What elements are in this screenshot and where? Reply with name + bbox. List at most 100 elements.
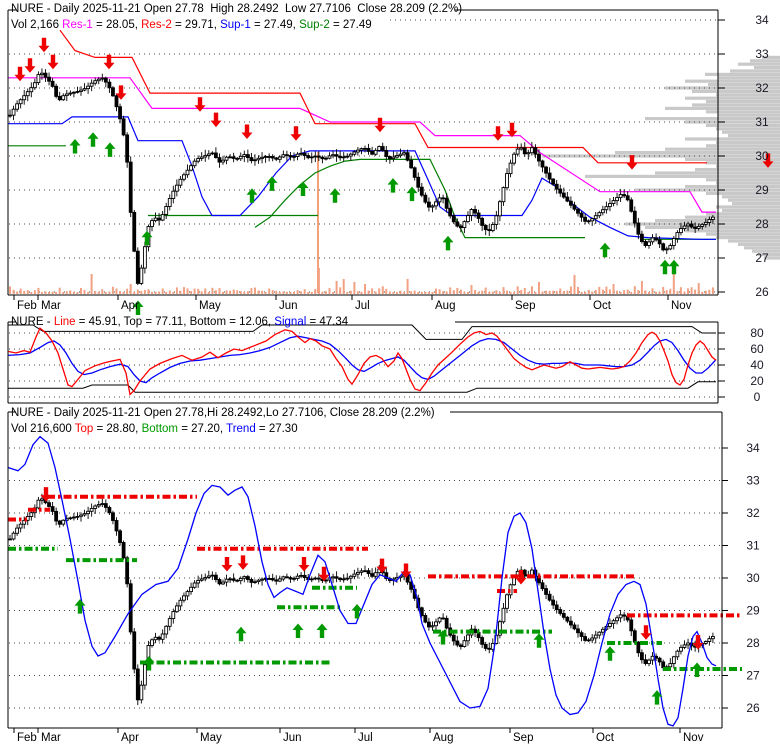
- sell-arrow-icon: [237, 555, 249, 570]
- candle-body: [618, 194, 623, 199]
- candle-body: [316, 577, 321, 580]
- text-segment: Res-1: [62, 19, 93, 31]
- candle-body: [118, 106, 122, 120]
- volume-bar: [200, 291, 203, 294]
- volume-profile-bar: [708, 83, 780, 87]
- month-label: Jun: [279, 300, 298, 312]
- text-segment: Bottom: [141, 423, 179, 435]
- candle-body: [15, 103, 19, 110]
- candle-body: [224, 156, 229, 161]
- volume-bar: [193, 288, 196, 294]
- panel3-title: NURE - Daily 2025-11-21 Open 27.78,Hi 28…: [11, 407, 435, 419]
- candle-body: [316, 155, 321, 158]
- buy-arrow-icon: [668, 259, 680, 275]
- sell-arrow-icon: [762, 153, 774, 168]
- candle-body: [473, 628, 477, 633]
- candle-body: [82, 513, 87, 516]
- candle-body: [142, 246, 147, 269]
- sell-arrow-icon: [221, 557, 233, 572]
- buy-arrow-icon: [132, 300, 144, 315]
- candle-body: [384, 572, 389, 579]
- candle-body: [8, 114, 12, 117]
- candle-body: [498, 621, 502, 636]
- candle-body: [238, 577, 243, 582]
- candle-body: [196, 579, 201, 584]
- volume-bar: [257, 290, 260, 294]
- candle-body: [561, 192, 566, 198]
- volume-bar: [122, 292, 125, 294]
- candle-body: [231, 578, 236, 581]
- month-label: Aug: [435, 300, 455, 312]
- candle-body: [561, 613, 566, 618]
- volume-bar: [48, 292, 50, 294]
- trend-line: [7, 435, 717, 727]
- candle-body: [679, 228, 683, 234]
- candle-body: [455, 640, 460, 646]
- volume-profile-bar: [744, 246, 780, 250]
- volume-bar: [243, 291, 246, 294]
- buy-arrow-icon: [316, 623, 328, 638]
- y-axis-label: 26: [755, 285, 769, 299]
- candle-body: [483, 643, 488, 649]
- volume-bar: [392, 291, 395, 294]
- volume-bar: [303, 289, 306, 294]
- candle-body: [373, 572, 378, 577]
- candle-body: [54, 85, 59, 97]
- candle-body: [217, 157, 222, 163]
- month-label: Nov: [671, 300, 692, 312]
- candle-body: [93, 505, 98, 509]
- candle-body: [611, 200, 616, 205]
- volume-bar: [545, 290, 548, 294]
- text-segment: Sup-1: [220, 19, 251, 31]
- candle-body: [675, 650, 680, 658]
- volume-bar: [307, 292, 310, 294]
- buy-arrow-icon: [141, 230, 153, 246]
- candle-body: [174, 605, 179, 613]
- volume-bar: [325, 291, 327, 294]
- volume-bar: [183, 287, 185, 294]
- month-label: Apr: [121, 732, 139, 744]
- candle-body: [643, 241, 648, 246]
- candle-body: [338, 577, 343, 581]
- volume-profile-bar: [732, 202, 780, 206]
- volume-profile-bar: [728, 198, 780, 202]
- candle-body: [348, 575, 353, 579]
- sell-arrow-icon: [376, 558, 388, 574]
- volume-bar: [577, 286, 579, 294]
- volume-bar: [168, 290, 171, 294]
- text-segment: = 45.91, Top = 77.11, Bottom = 12.06,: [75, 316, 275, 328]
- y-axis-label: 30: [755, 149, 769, 163]
- candle-body: [320, 156, 325, 160]
- volume-bar: [300, 291, 303, 294]
- y-axis-label: 34: [755, 13, 769, 27]
- candle-body: [444, 617, 449, 629]
- buy-arrow-icon: [143, 656, 155, 671]
- candle-body: [455, 221, 460, 227]
- oscillator-line: [7, 327, 717, 396]
- candle-body: [444, 197, 449, 209]
- candle-body: [25, 91, 30, 97]
- y-axis-label: 28: [755, 217, 769, 231]
- candle-body: [338, 155, 343, 159]
- volume-bar: [197, 288, 200, 294]
- volume-bar: [94, 291, 97, 294]
- candle-body: [114, 95, 119, 108]
- candle-body: [679, 646, 683, 652]
- volume-profile-bar: [685, 215, 780, 219]
- candle-body: [405, 152, 410, 161]
- volume-bar: [371, 288, 374, 294]
- volume-bar: [76, 292, 79, 294]
- candle-body: [650, 237, 655, 243]
- candle-body: [64, 93, 69, 97]
- candle-body: [221, 159, 225, 163]
- candle-body: [434, 621, 438, 627]
- buy-arrow-icon: [604, 646, 616, 661]
- text-segment: = 27.20,: [178, 423, 227, 435]
- candle-body: [121, 118, 126, 136]
- candle-body: [75, 91, 80, 93]
- panel1-legend: Vol 2,166 Res-1 = 28.05, Res-2 = 29.71, …: [11, 19, 372, 32]
- volume-bar: [30, 292, 33, 294]
- volume-profile-bar: [706, 161, 780, 165]
- month-label: Apr: [121, 300, 139, 312]
